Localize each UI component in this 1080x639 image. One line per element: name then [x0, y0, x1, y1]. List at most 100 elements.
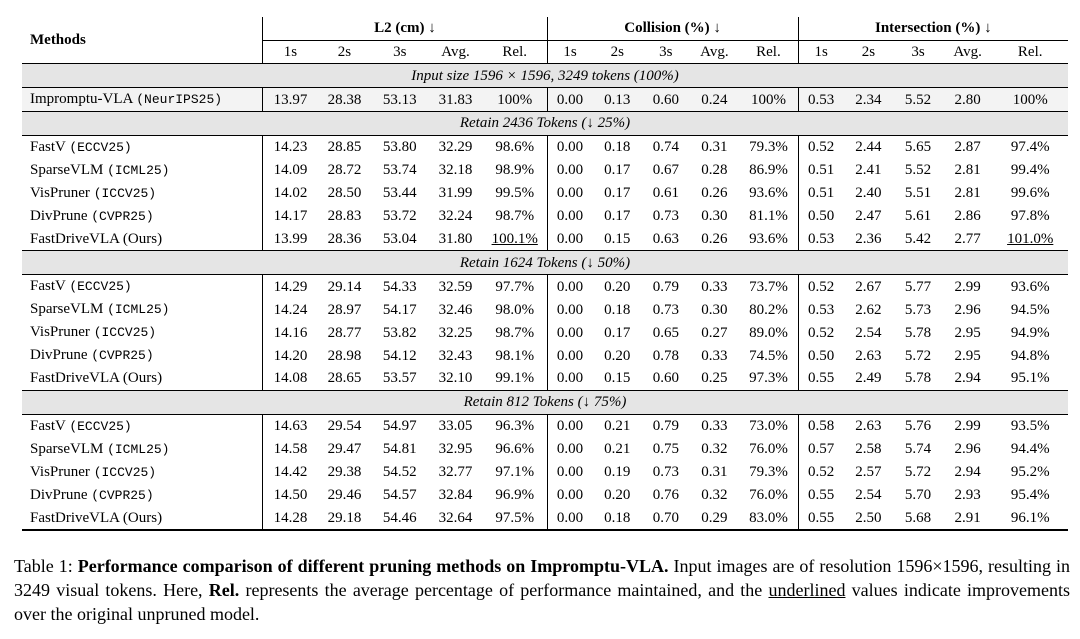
- value-cell: 2.95: [954, 324, 981, 341]
- value-cell: 96.6%: [495, 441, 535, 457]
- table-row: FastDriveVLA (Ours) 13.99 28.36 53.04 31.80 1…: [22, 227, 1068, 252]
- value-cell: 5.72: [904, 347, 932, 364]
- value-cell: 5.68: [904, 509, 932, 526]
- intersection-group-header: Intersection (%) ↓: [797, 17, 1068, 41]
- value-cell: 73.0%: [749, 418, 788, 434]
- value-cell: 0.53: [808, 231, 835, 248]
- value-cell: 2.95: [954, 347, 981, 364]
- value-cell: 2.63: [855, 418, 882, 434]
- caption-text-1: Input images are of resolution 1596×1596…: [14, 556, 1071, 600]
- section-header-row: Retain 812 Tokens (↓ 75%): [22, 390, 1068, 415]
- value-cell: 28.98: [327, 347, 362, 364]
- value-cell: 93.5%: [1010, 418, 1050, 434]
- method-name: VisPruner: [30, 324, 90, 341]
- section-header-row: Retain 1624 Tokens (↓ 50%): [22, 250, 1068, 276]
- value-cell: 99.4%: [1010, 162, 1050, 179]
- value-cell: 76.0%: [749, 487, 788, 503]
- table-row: VisPruner (ICCV25) 14.42 29.38 54.52 32.77 97…: [22, 460, 1068, 484]
- method-venue: (NeurIPS25): [136, 92, 223, 108]
- method-venue: (ICCV25): [93, 185, 157, 201]
- method-venue: (ECCV25): [69, 139, 132, 155]
- method-name: FastDriveVLA (Ours): [30, 370, 163, 387]
- value-cell: 5.70: [904, 487, 932, 503]
- metric-header-l2-3: Avg.: [428, 40, 483, 65]
- table-row: SparseVLM (ICML25) 14.24 28.97 54.17 32.46 98…: [22, 298, 1068, 322]
- value-cell: 5.73: [904, 301, 932, 318]
- value-cell: 2.50: [855, 509, 882, 526]
- value-cell: 28.72: [327, 162, 362, 179]
- value-cell: 0.19: [604, 464, 631, 480]
- caption-rel: Rel.: [208, 580, 240, 600]
- value-cell: 0.32: [701, 441, 728, 457]
- value-cell: 98.9%: [495, 162, 535, 179]
- value-cell: 54.33: [382, 278, 417, 295]
- value-cell: 95.2%: [1010, 464, 1050, 480]
- value-cell: 99.6%: [1010, 185, 1050, 202]
- value-cell: 0.00: [556, 162, 584, 179]
- table-row: Impromptu-VLA (NeurIPS25) 13.97 28.38 53.13…: [22, 87, 1068, 113]
- method-cell: Impromptu-VLA (NeurIPS25): [22, 87, 263, 113]
- table-row: FastV (ECCV25) 14.63 29.54 54.97 33.05 96.3% 0…: [22, 414, 1068, 438]
- value-cell: 0.57: [808, 441, 835, 457]
- value-cell: 0.17: [604, 185, 631, 202]
- value-cell: 28.83: [327, 208, 362, 225]
- method-venue: (ICCV25): [93, 464, 157, 480]
- value-cell: 14.16: [273, 324, 308, 341]
- value-cell: 0.15: [604, 370, 631, 387]
- value-cell: 0.18: [604, 301, 631, 318]
- value-cell: 100%: [497, 91, 533, 108]
- value-cell: 2.96: [954, 301, 981, 318]
- value-cell: 100%: [750, 91, 786, 108]
- value-cell: 54.97: [382, 418, 417, 434]
- value-cell: 0.20: [604, 487, 631, 503]
- method-cell: SparseVLM (ICML25): [22, 298, 263, 321]
- method-name: DivPrune: [30, 347, 88, 364]
- value-cell: 13.97: [273, 91, 308, 108]
- metric-header-collision-1: 2s: [592, 40, 643, 65]
- value-cell: 14.23: [273, 139, 308, 156]
- value-cell: 97.5%: [495, 509, 535, 526]
- method-venue: (ICCV25): [93, 325, 157, 341]
- value-cell: 28.97: [327, 301, 362, 318]
- value-cell: 0.30: [701, 301, 728, 318]
- value-cell: 5.78: [904, 324, 932, 341]
- value-cell: 97.1%: [495, 464, 535, 480]
- value-cell: 0.79: [652, 278, 679, 295]
- value-cell: 2.87: [954, 139, 981, 156]
- value-cell: 0.00: [556, 139, 584, 156]
- value-cell: 101.0%: [1007, 231, 1054, 248]
- metric-header-l2-1: 2s: [317, 40, 372, 65]
- value-cell: 0.73: [652, 464, 679, 480]
- table-body: Input size 1596 × 1596, 3249 tokens (100…: [22, 63, 1068, 532]
- value-cell: 53.04: [382, 231, 417, 248]
- method-venue: (ICML25): [107, 302, 170, 318]
- method-name: FastV: [30, 138, 66, 155]
- value-cell: 0.55: [808, 370, 835, 387]
- method-cell: DivPrune (CVPR25): [22, 484, 263, 507]
- table-row: FastDriveVLA (Ours) 14.28 29.18 54.46 32.64 9…: [22, 506, 1068, 532]
- method-cell: VisPruner (ICCV25): [22, 321, 263, 344]
- value-cell: 0.51: [808, 162, 835, 179]
- value-cell: 2.77: [954, 231, 981, 248]
- value-cell: 0.55: [808, 487, 835, 503]
- value-cell: 28.85: [327, 139, 362, 156]
- value-cell: 0.00: [556, 185, 584, 202]
- value-cell: 0.24: [701, 91, 728, 108]
- results-table: Methods L2 (cm) ↓ Collision (%) ↓ Inters…: [22, 17, 1068, 532]
- value-cell: 2.93: [954, 487, 981, 503]
- value-cell: 53.13: [382, 91, 417, 108]
- section-header-row: Input size 1596 × 1596, 3249 tokens (100…: [22, 63, 1068, 89]
- method-cell: FastDriveVLA (Ours): [22, 227, 263, 252]
- value-cell: 96.1%: [1010, 509, 1050, 526]
- value-cell: 0.00: [556, 301, 584, 318]
- value-cell: 0.00: [556, 418, 584, 434]
- value-cell: 29.18: [327, 509, 362, 526]
- value-cell: 0.53: [808, 301, 835, 318]
- value-cell: 99.5%: [495, 185, 535, 202]
- value-cell: 0.20: [604, 347, 631, 364]
- value-cell: 14.20: [273, 347, 308, 364]
- header-row-metrics: 1s 2s 3s Avg. Rel. 1s 2s 3s Avg. Rel. 1s 2s 3s Avg. Re…: [22, 40, 1068, 65]
- method-name: FastDriveVLA (Ours): [30, 231, 163, 248]
- value-cell: 100%: [1012, 91, 1048, 108]
- value-cell: 0.17: [604, 324, 631, 341]
